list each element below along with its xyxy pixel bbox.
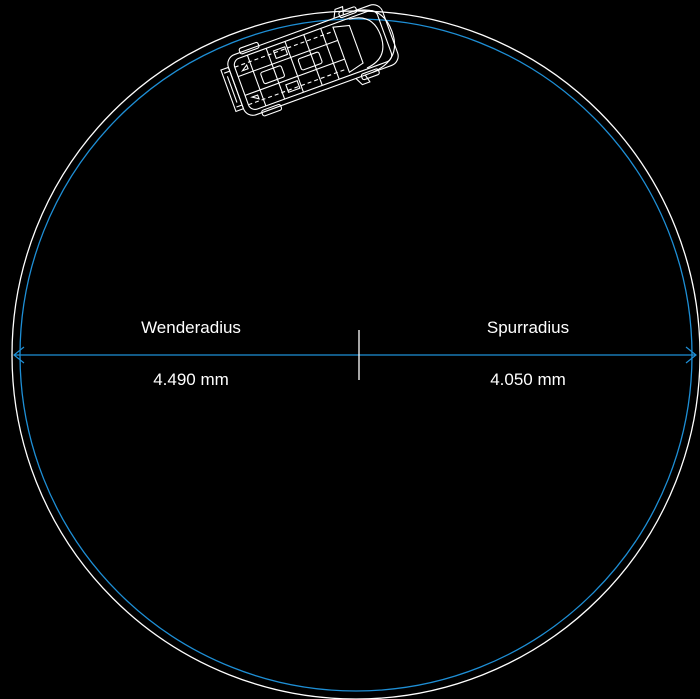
left-arrowhead-icon (13, 346, 25, 364)
van-outline-top-view-icon (220, 4, 399, 117)
right-arrowhead-icon (685, 346, 697, 364)
turning-radius-value: 4.490 mm (153, 370, 229, 389)
track-radius-value: 4.050 mm (490, 370, 566, 389)
turning-radius-label: Wenderadius (141, 318, 241, 337)
diameter-dimension-line (13, 346, 697, 364)
track-radius-label: Spurradius (486, 318, 570, 337)
